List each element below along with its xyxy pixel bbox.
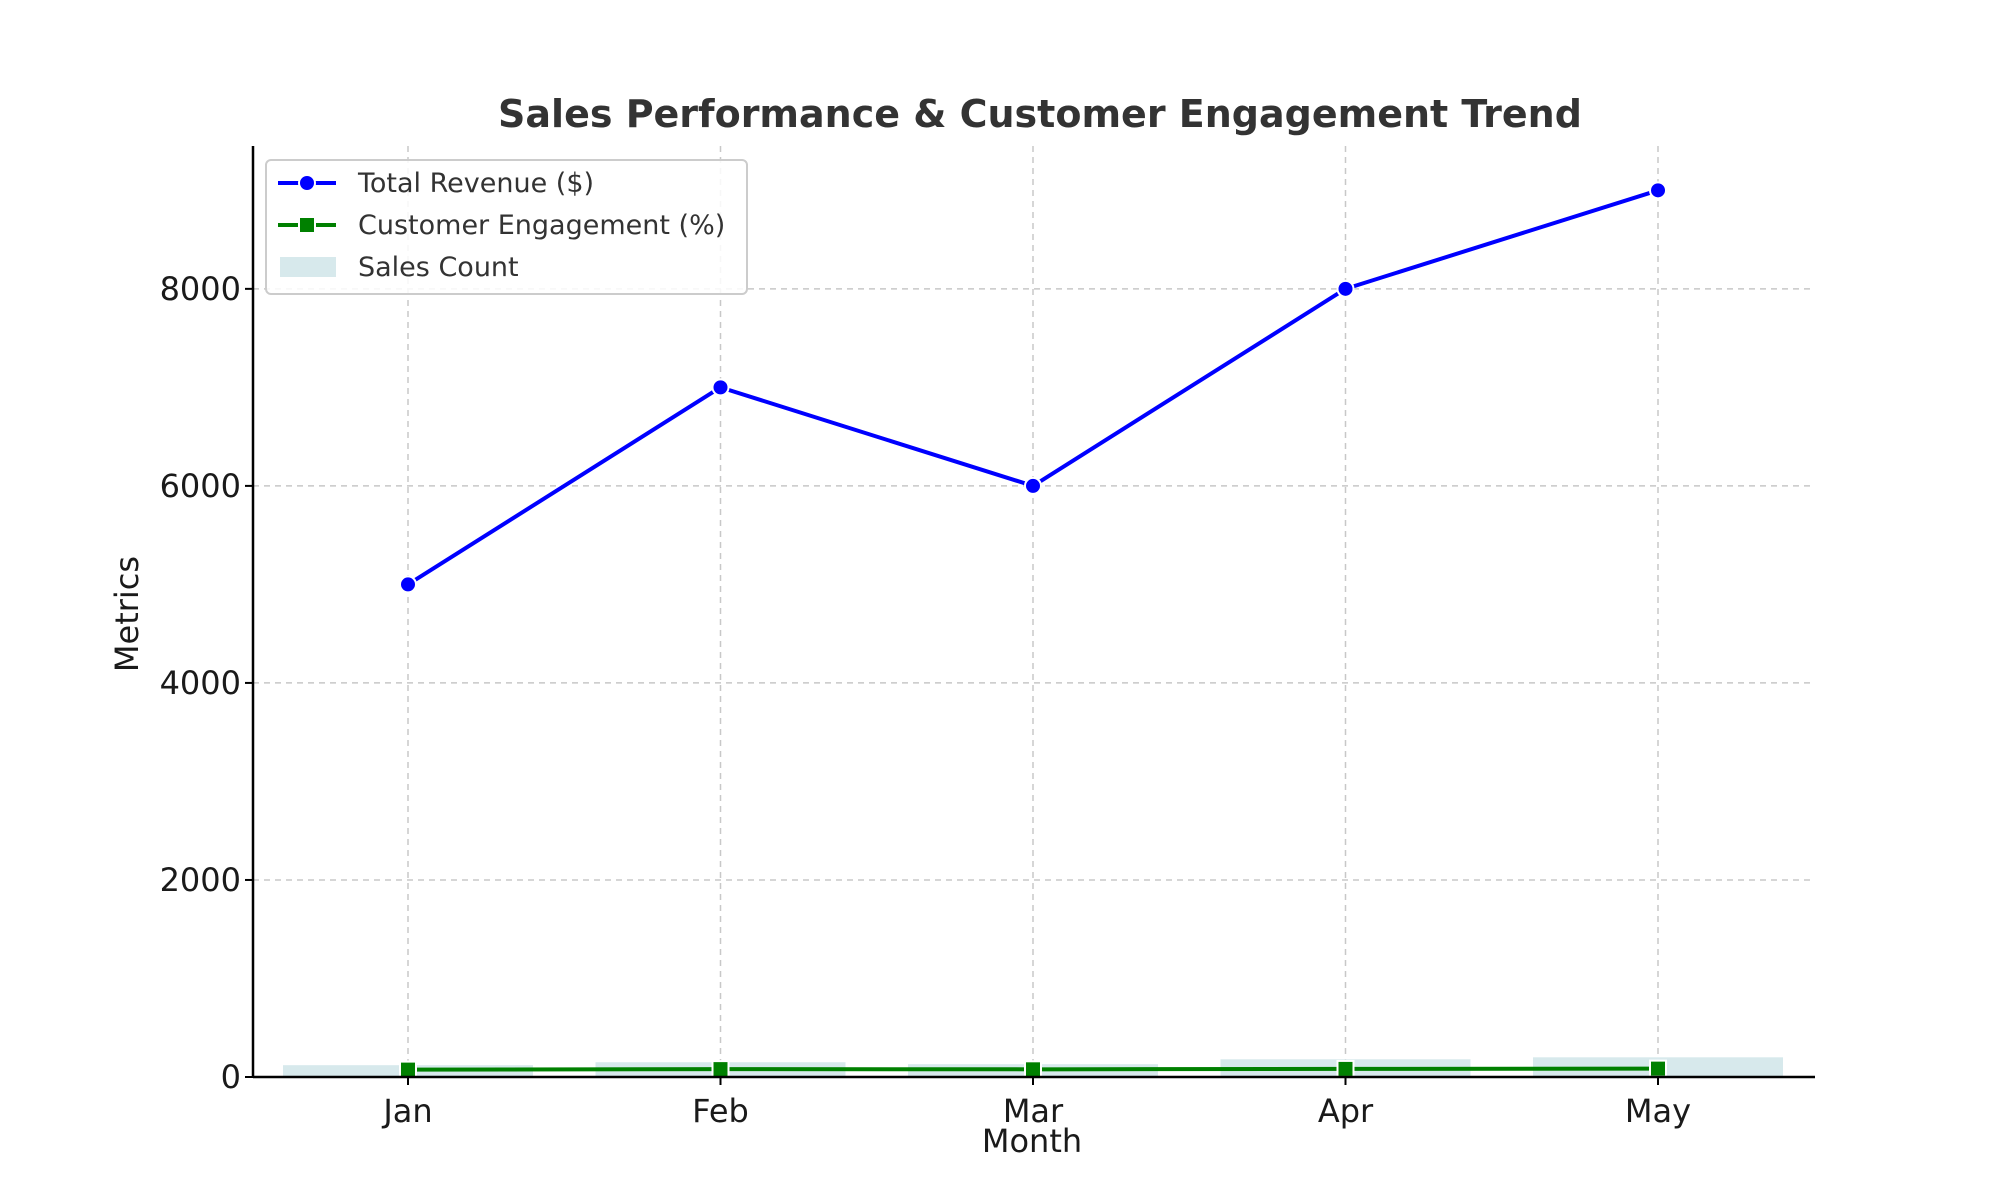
engagement-point <box>399 1060 417 1079</box>
x-tick-label: May <box>1625 1092 1691 1130</box>
y-tick-label: 4000 <box>160 664 241 702</box>
revenue-point <box>1649 181 1667 200</box>
y-axis-label: Metrics <box>108 556 146 672</box>
revenue-point <box>399 575 417 594</box>
revenue-point <box>1336 279 1355 298</box>
x-tick-label: Apr <box>1318 1092 1374 1130</box>
x-tick-label: Jan <box>381 1092 432 1130</box>
x-tick-label: Feb <box>692 1092 749 1130</box>
x-axis-label: Month <box>982 1122 1082 1160</box>
engagement-point <box>711 1060 730 1079</box>
legend-box <box>265 159 748 295</box>
chart-title: Sales Performance & Customer Engagement … <box>498 92 1582 136</box>
legend-swatch-bar <box>280 257 336 277</box>
legend-label: Customer Engagement (%) <box>358 210 725 241</box>
revenue-point <box>1024 476 1042 495</box>
engagement-point <box>1024 1060 1042 1079</box>
x-tick-label: Mar <box>1003 1092 1064 1130</box>
y-tick-label: 2000 <box>160 861 241 899</box>
y-tick-label: 6000 <box>160 467 241 505</box>
engagement-point <box>1336 1059 1355 1078</box>
legend: Total Revenue ($) Customer Engagement (%)… <box>265 159 748 295</box>
legend-label: Total Revenue ($) <box>357 168 594 199</box>
grid-layer <box>253 146 1815 1077</box>
legend-swatch-marker <box>298 216 316 234</box>
legend-label: Sales Count <box>358 252 519 283</box>
line-layer <box>399 181 1667 1079</box>
engagement-point <box>1649 1059 1667 1078</box>
y-tick-label: 8000 <box>160 270 241 308</box>
axis-layer: 0 2000 4000 6000 8000 Jan Feb Mar Apr May <box>160 146 1815 1130</box>
revenue-point <box>711 378 730 397</box>
legend-swatch-marker <box>298 174 316 192</box>
y-tick-label: 0 <box>221 1058 241 1096</box>
